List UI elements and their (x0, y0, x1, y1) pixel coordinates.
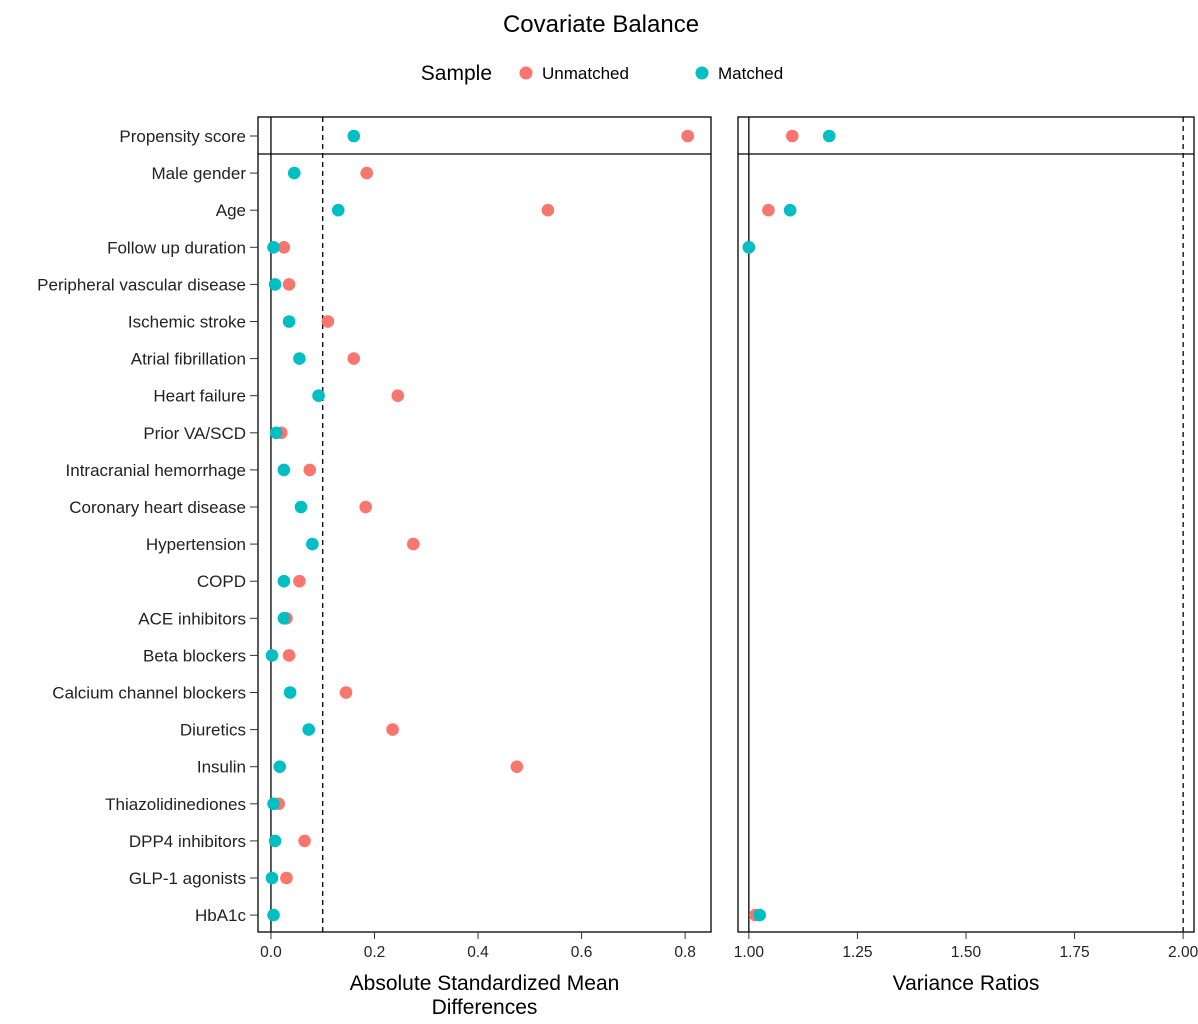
point-unmatched (762, 203, 775, 217)
x-tick-label: 1.25 (842, 944, 872, 961)
point-unmatched (347, 352, 361, 365)
x-tick-label: 1.50 (951, 944, 982, 961)
covariate-label: Age (216, 201, 246, 220)
covariate-label: COPD (197, 572, 246, 591)
x-tick-label: 0.0 (260, 944, 282, 961)
point-unmatched (391, 389, 405, 403)
point-matched (265, 871, 279, 885)
point-matched (282, 315, 296, 328)
covariate-label: Intracranial hemorrhage (66, 461, 246, 480)
point-unmatched (280, 871, 293, 885)
x-tick-label: 1.75 (1059, 944, 1089, 961)
legend-label-matched: Matched (718, 64, 783, 83)
point-unmatched (360, 166, 374, 180)
legend-title: Sample (421, 62, 492, 85)
point-matched (283, 686, 297, 699)
point-matched (265, 649, 279, 662)
point-matched (753, 908, 767, 922)
point-matched (277, 463, 291, 477)
point-unmatched (785, 129, 799, 143)
x-tick-label: 0.4 (467, 944, 489, 961)
panel-vr: 1.00 1.25 1.50 1.75 2.00 Variance Ratios (734, 116, 1198, 995)
covariate-label: Heart failure (153, 387, 246, 406)
point-matched (267, 241, 280, 254)
covariate-label: Atrial fibrillation (131, 350, 246, 369)
plot-panels: 0.0 0.2 0.4 0.6 0.8 Absolute Standardized Mea… (257, 116, 1198, 1019)
x-tick-label: 1.00 (734, 944, 765, 961)
point-unmatched (359, 500, 372, 514)
covariate-label: Beta blockers (143, 646, 246, 665)
covariate-label: DPP4 inhibitors (129, 832, 246, 851)
legend: Sample Unmatched Matched (421, 62, 783, 85)
chart-title: Covariate Balance (503, 11, 699, 38)
covariate-label: Follow up duration (107, 238, 246, 257)
covariate-label: HbA1c (195, 906, 247, 925)
point-matched (294, 500, 308, 514)
point-matched (312, 389, 325, 403)
covariate-label: GLP-1 agonists (129, 869, 246, 888)
point-unmatched (282, 278, 296, 291)
covariate-labels: Propensity score Male gender Age Follow up … (37, 127, 258, 925)
covariate-label: ACE inhibitors (138, 609, 246, 628)
point-matched (293, 352, 306, 365)
point-matched (822, 129, 836, 143)
covariate-label: Propensity score (119, 127, 246, 146)
point-unmatched (541, 203, 555, 217)
x-tick-label: 0.6 (571, 944, 593, 961)
point-matched (277, 574, 291, 588)
point-matched (742, 241, 756, 254)
covariate-label: Insulin (197, 758, 246, 777)
point-unmatched (681, 129, 695, 143)
x-axis-title: Variance Ratios (893, 972, 1040, 995)
x-tick-label: 2.00 (1168, 944, 1198, 961)
point-matched (269, 426, 283, 440)
panel-smd: 0.0 0.2 0.4 0.6 0.8 Absolute Standardized Mea… (257, 116, 712, 1019)
x-tick-label: 0.2 (364, 944, 386, 961)
legend-key-matched (695, 66, 709, 80)
point-matched (347, 129, 361, 143)
point-unmatched (293, 574, 306, 588)
point-unmatched (277, 241, 291, 254)
covariate-label: Diuretics (180, 721, 246, 740)
covariate-label: Prior VA/SCD (143, 424, 246, 443)
point-unmatched (510, 760, 524, 773)
point-unmatched (298, 834, 311, 848)
point-unmatched (282, 649, 296, 662)
covariate-label: Male gender (151, 164, 246, 183)
point-unmatched (407, 537, 420, 551)
panel-border (257, 116, 712, 933)
point-matched (267, 908, 280, 922)
point-matched (268, 278, 282, 291)
point-unmatched (321, 315, 335, 328)
covariate-label: Hypertension (146, 535, 246, 554)
legend-label-unmatched: Unmatched (542, 64, 629, 83)
point-matched (277, 612, 291, 625)
point-matched (331, 203, 345, 217)
point-matched (783, 203, 797, 217)
x-axis-title: Absolute Standardized Mean (350, 972, 620, 995)
point-unmatched (339, 686, 353, 699)
covariate-label: Peripheral vascular disease (37, 275, 246, 294)
legend-key-unmatched (519, 66, 533, 80)
x-axis-title: Differences (432, 996, 538, 1019)
point-matched (268, 834, 282, 848)
covariate-label: Thiazolidinediones (105, 795, 246, 814)
point-matched (273, 760, 287, 773)
x-tick-label: 0.8 (674, 944, 696, 961)
point-matched (306, 537, 319, 551)
covariate-label: Coronary heart disease (69, 498, 246, 517)
panel-border (737, 116, 1195, 933)
covariate-label: Ischemic stroke (128, 313, 246, 332)
point-matched (287, 166, 301, 180)
point-unmatched (303, 463, 317, 477)
covariate-label: Calcium channel blockers (52, 684, 246, 703)
point-matched (267, 797, 280, 811)
point-unmatched (386, 723, 399, 736)
point-matched (302, 723, 316, 736)
